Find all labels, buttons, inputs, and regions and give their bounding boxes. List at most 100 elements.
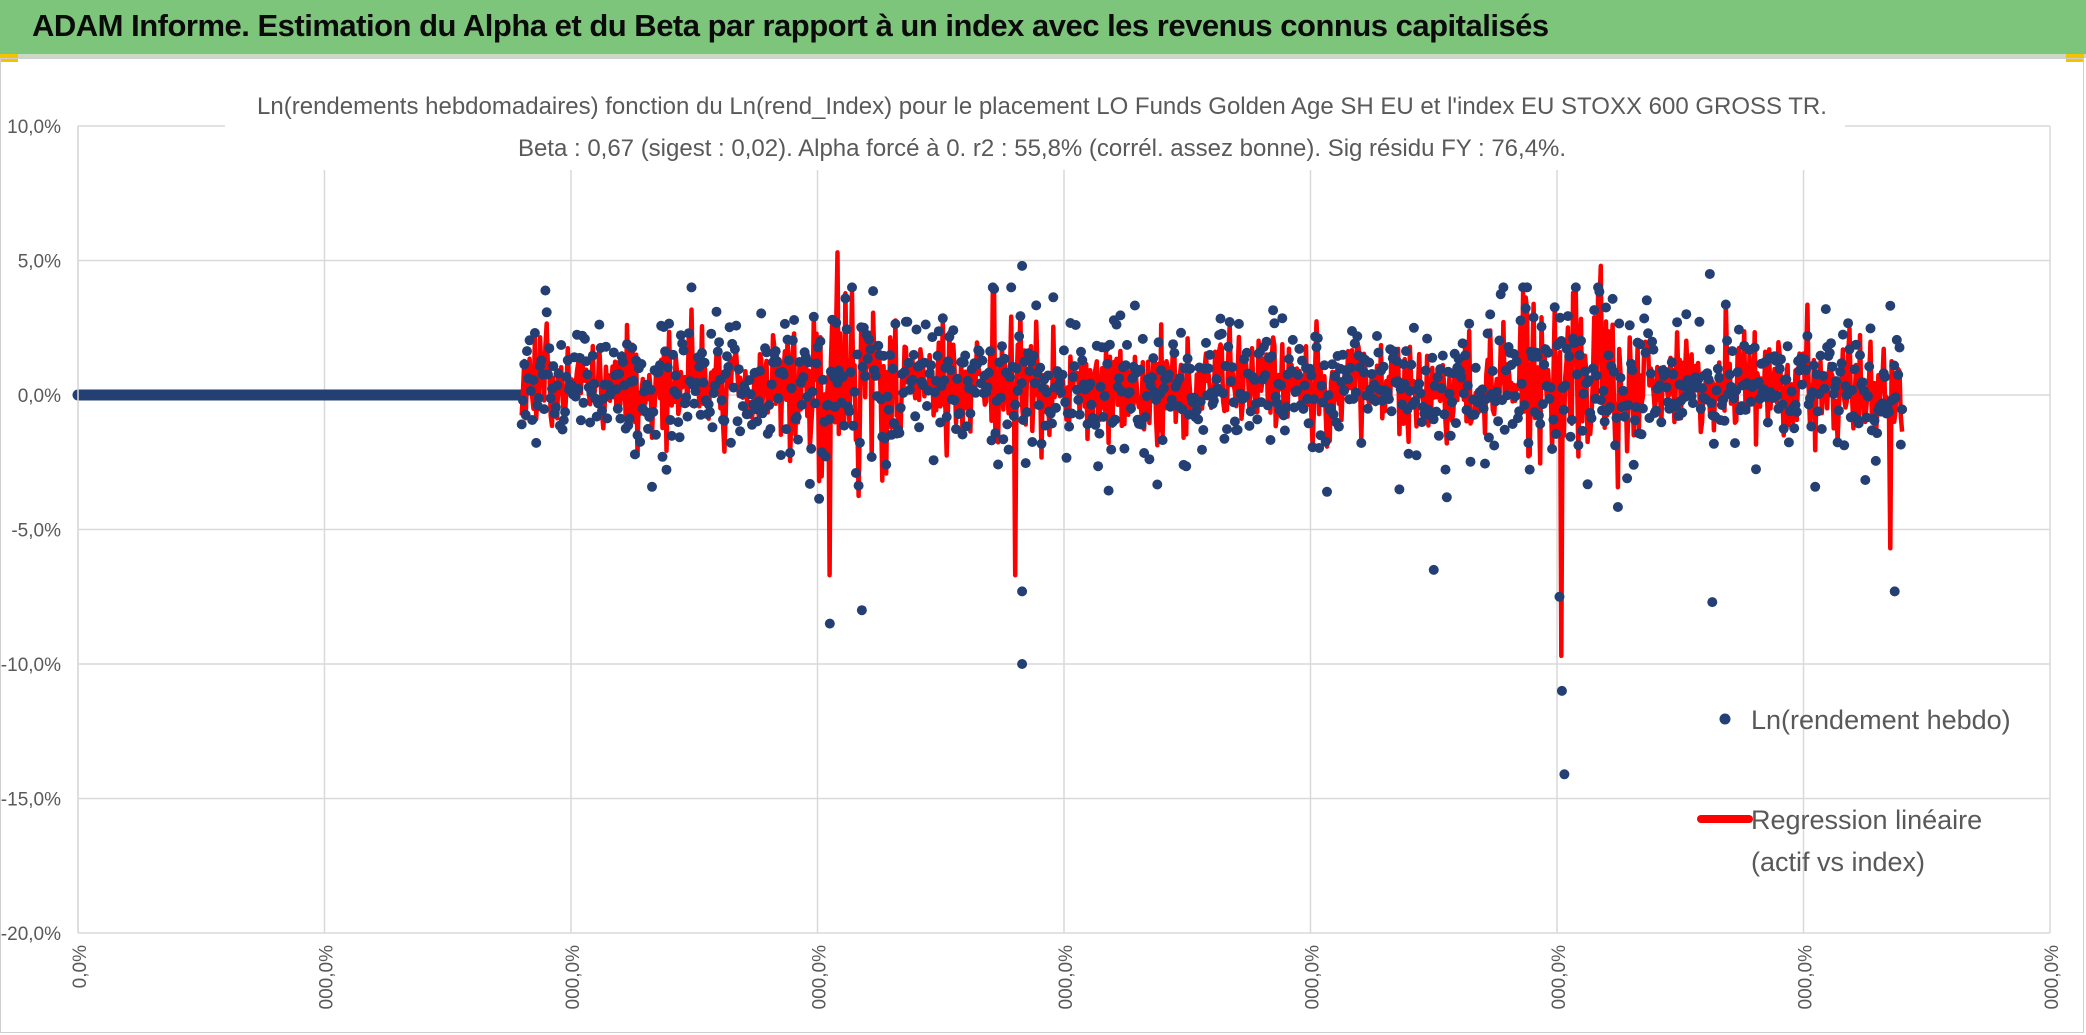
scatter-point: [1824, 347, 1835, 358]
scatter-point: [960, 350, 971, 361]
scatter-point: [545, 393, 556, 404]
scatter-point: [1352, 331, 1363, 342]
scatter-point: [1548, 414, 1559, 425]
scatter-point: [1399, 379, 1410, 390]
scatter-point: [660, 346, 671, 357]
scatter-point: [1589, 305, 1600, 316]
scatter-point: [1351, 387, 1361, 398]
scatter-point: [1607, 293, 1618, 304]
scatter-point: [1578, 388, 1589, 399]
scatter-point: [1543, 347, 1554, 358]
scatter-point: [1612, 502, 1623, 512]
scatter-point: [1611, 412, 1622, 423]
scatter-point: [962, 375, 973, 386]
scatter-point: [764, 400, 775, 411]
scatter-point: [1303, 418, 1314, 429]
y-tick-label: 0,0%: [18, 386, 61, 407]
scatter-point: [1226, 376, 1236, 387]
scatter-point: [770, 346, 781, 357]
scatter-point: [1722, 335, 1733, 346]
scatter-point: [870, 370, 881, 381]
scatter-point: [1493, 416, 1504, 427]
scatter-point: [990, 428, 1001, 439]
scatter-point-extreme: [1707, 597, 1718, 608]
scatter-point: [614, 368, 625, 379]
scatter-point: [983, 367, 994, 378]
scatter-point: [712, 346, 723, 357]
scatter-point: [1129, 300, 1140, 311]
scatter-point: [1312, 333, 1323, 344]
scatter-point: [597, 405, 607, 416]
scatter-point: [941, 411, 952, 422]
x-tick-label: 0,0%: [70, 945, 91, 988]
scatter-point: [1366, 369, 1377, 379]
scatter-point: [1772, 390, 1783, 401]
scatter-point: [1599, 416, 1610, 427]
scatter-point: [1566, 414, 1577, 425]
scatter-point: [1432, 372, 1443, 383]
scatter-point: [1865, 323, 1876, 334]
scatter-point: [1191, 405, 1202, 416]
scatter-point: [556, 340, 567, 350]
scatter-point: [553, 368, 564, 379]
scatter-point: [1394, 484, 1405, 495]
scatter-point: [1293, 370, 1304, 380]
scatter-point: [1576, 335, 1586, 346]
scatter-point: [1801, 365, 1811, 375]
scatter-point: [1066, 408, 1077, 419]
scatter-point: [645, 384, 656, 395]
scatter-point: [887, 363, 898, 374]
scatter-point: [1703, 374, 1714, 385]
scatter-point: [1181, 461, 1192, 472]
scatter-point: [1004, 372, 1015, 383]
scatter-point: [1883, 406, 1894, 417]
scatter-point: [1753, 377, 1764, 388]
scatter-point: [1339, 385, 1350, 396]
scatter-point: [1420, 365, 1431, 376]
scatter-point: [850, 468, 861, 478]
scatter-point: [1549, 302, 1560, 313]
scatter-point: [1745, 396, 1756, 407]
scatter-point: [1278, 410, 1289, 421]
scatter-point: [999, 353, 1010, 364]
scatter-point: [1464, 318, 1475, 329]
scatter-point: [743, 409, 753, 420]
y-tick-label: 5,0%: [18, 252, 61, 273]
report-banner: ADAM Informe. Estimation du Alpha et du …: [0, 0, 2086, 58]
scatter-point: [952, 373, 963, 384]
scatter-point: [1364, 357, 1375, 368]
scatter-point: [844, 406, 855, 417]
scatter-point: [1647, 336, 1658, 347]
legend-regression-label-line2: (actif vs index): [1751, 847, 1925, 877]
scatter-point: [970, 387, 981, 398]
scatter-point: [729, 344, 740, 355]
scatter-point: [1544, 393, 1555, 404]
scatter-point: [1564, 351, 1575, 362]
scatter-point: [1176, 327, 1186, 338]
scatter-point: [1401, 346, 1411, 357]
scatter-point: [1403, 448, 1414, 459]
scatter-point: [860, 371, 871, 382]
scatter-point: [670, 370, 681, 381]
scatter-point: [779, 318, 790, 329]
scatter-point: [1029, 378, 1040, 389]
scatter-point: [868, 286, 879, 297]
scatter-point: [1027, 437, 1038, 447]
scatter-point: [1494, 335, 1505, 346]
scatter-point: [806, 443, 817, 454]
scatter-point: [1329, 371, 1340, 382]
scatter-point: [1708, 438, 1719, 449]
scatter-point: [1719, 415, 1730, 426]
scatter-point: [1733, 324, 1744, 335]
scatter-point: [1103, 485, 1114, 496]
scatter-point: [783, 355, 794, 366]
scatter-point: [732, 416, 743, 427]
chart-title-bg: [225, 88, 1845, 170]
legend-regression-label-line1: Regression linéaire: [1751, 805, 1982, 835]
scatter-point: [1624, 320, 1635, 331]
scatter-point: [1218, 388, 1229, 399]
scatter-point: [1897, 404, 1908, 415]
scatter-point: [1164, 369, 1175, 380]
scatter-point: [1536, 321, 1547, 332]
scatter-point: [1728, 393, 1739, 404]
